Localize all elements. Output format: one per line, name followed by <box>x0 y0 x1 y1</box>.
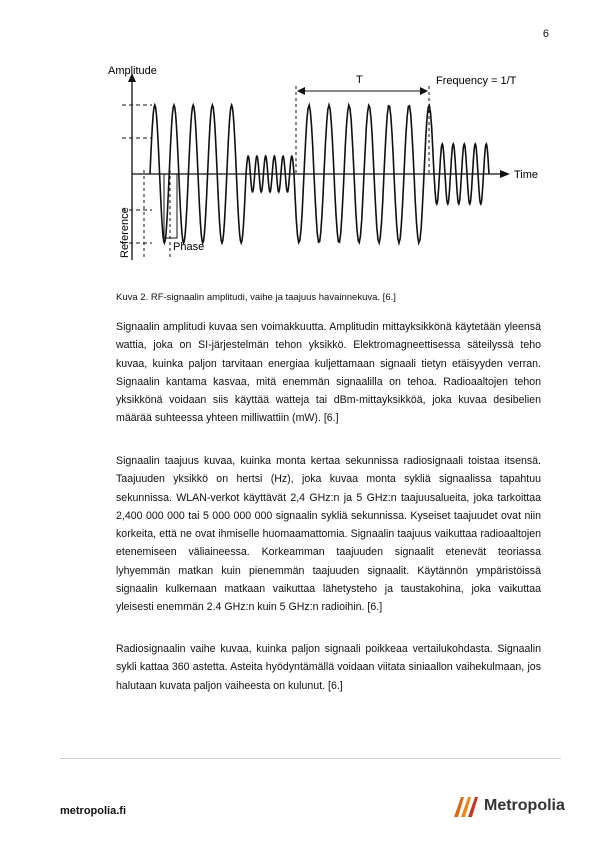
phase-label: Phase <box>173 241 204 253</box>
paragraph-frequency: Signaalin taajuus kuvaa, kuinka monta ke… <box>116 455 541 614</box>
period-label: T <box>356 74 363 86</box>
footer-site-link[interactable]: metropolia.fi <box>60 805 127 817</box>
metropolia-logo: Metropolia <box>452 793 565 819</box>
paragraph-phase: Radiosignaalin vaihe kuvaa, kuinka paljo… <box>116 643 541 692</box>
figure-caption: Kuva 2. RF-signaalin amplitudi, vaihe ja… <box>116 292 396 303</box>
metropolia-logo-icon <box>454 797 478 817</box>
time-label: Time <box>514 169 538 181</box>
rf-signal-figure: Amplitude Time T Frequency = 1/T Referen… <box>108 65 538 260</box>
page-number: 6 <box>542 28 549 40</box>
amplitude-axis-arrow <box>128 73 136 82</box>
amplitude-label: Amplitude <box>108 65 157 77</box>
rf-waveform <box>149 101 490 247</box>
time-axis-arrow <box>500 170 510 178</box>
paragraph-amplitude: Signaalin amplitudi kuvaa sen voimakkuut… <box>116 321 541 425</box>
frequency-label: Frequency = 1/T <box>436 75 517 87</box>
footer-divider <box>60 758 561 759</box>
phase-box <box>163 173 178 239</box>
logo-text: Metropolia <box>484 797 565 814</box>
reference-label: Reference <box>119 207 131 258</box>
